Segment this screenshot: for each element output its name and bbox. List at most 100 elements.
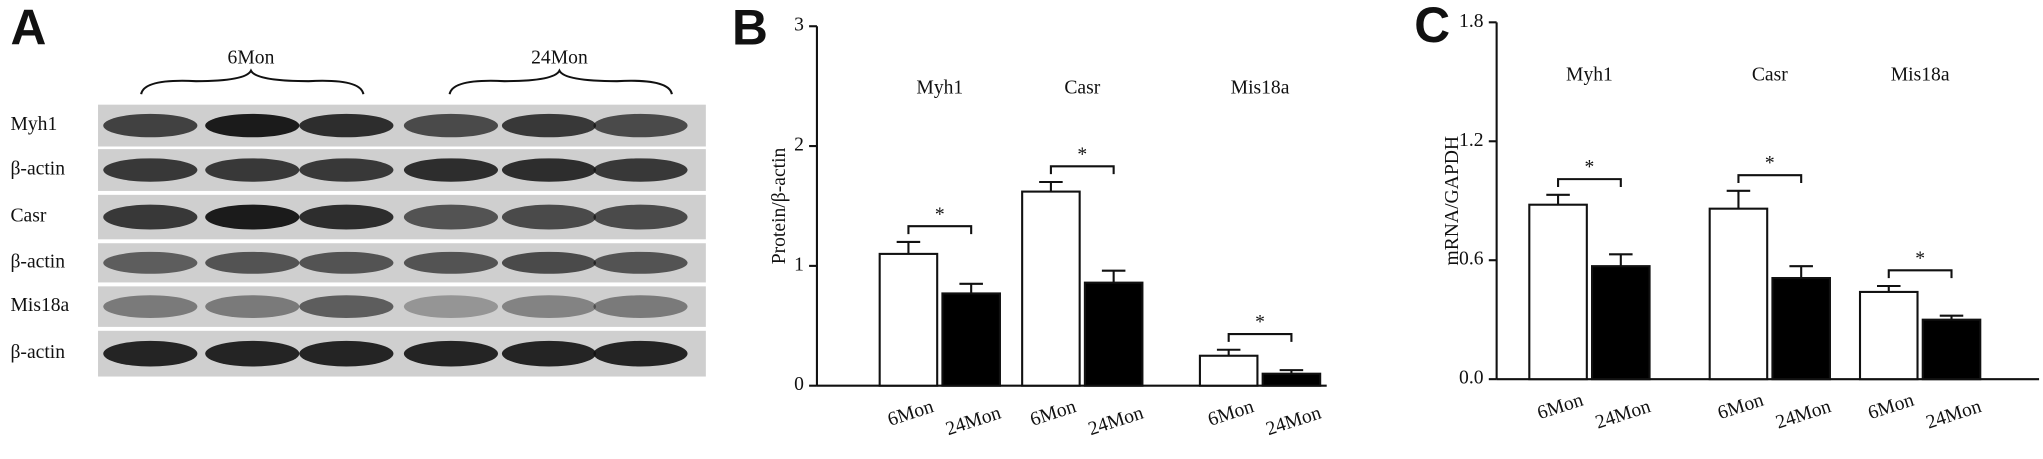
- category-label: Myh1: [1566, 64, 1613, 85]
- category-label: Casr: [1064, 77, 1100, 98]
- x-tick-label: 24Mon: [1086, 403, 1147, 441]
- blot-band: [593, 158, 688, 182]
- blot-band: [501, 158, 597, 182]
- significance-label: *: [1915, 248, 1925, 269]
- row-label: Mis18a: [10, 295, 69, 316]
- brace: [140, 68, 365, 95]
- significance-bracket: [1887, 269, 1953, 279]
- x-tick-label: 24Mon: [1773, 396, 1834, 434]
- bar: [1261, 372, 1322, 387]
- blot-band: [299, 204, 394, 230]
- bar: [1591, 265, 1651, 381]
- blot-band: [593, 340, 688, 367]
- blot-band: [103, 340, 198, 367]
- x-tick-label: 6Mon: [1028, 396, 1079, 431]
- row-label: β-actin: [10, 159, 65, 180]
- significance-label: *: [1077, 144, 1087, 165]
- significance-label: *: [1255, 312, 1265, 333]
- bar: [1083, 281, 1144, 387]
- bar: [1771, 277, 1831, 381]
- blot-band: [205, 340, 300, 367]
- bar: [1858, 290, 1919, 381]
- x-tick-label: 6Mon: [1715, 390, 1766, 425]
- blot-band: [403, 251, 499, 274]
- brace: [448, 68, 673, 95]
- blot-band: [205, 295, 300, 318]
- blot-band: [205, 158, 300, 182]
- y-axis-label: mRNA/GAPDH: [1442, 136, 1463, 266]
- blot-band: [205, 204, 300, 230]
- blot-band: [593, 113, 688, 138]
- blot-band: [103, 204, 198, 230]
- row-label: β-actin: [10, 251, 65, 272]
- significance-label: *: [1765, 153, 1775, 174]
- x-tick-label: 24Mon: [943, 403, 1004, 441]
- blot-band: [501, 295, 597, 318]
- y-tick-label: 1: [794, 254, 804, 275]
- category-label: Mis18a: [1231, 77, 1290, 98]
- bar: [1021, 190, 1081, 387]
- x-tick-label: 24Mon: [1264, 403, 1325, 441]
- panel-label: A: [10, 0, 46, 56]
- blot-band: [403, 158, 499, 182]
- significance-bracket: [907, 225, 973, 235]
- group-label: 6Mon: [228, 47, 275, 68]
- y-tick-label: 0: [794, 374, 804, 395]
- blot-band: [593, 204, 688, 230]
- blot-band: [501, 113, 597, 138]
- bar: [1528, 203, 1588, 381]
- blot-strip: [98, 286, 706, 327]
- y-tick-label: 0.0: [1459, 368, 1484, 389]
- x-tick-label: 6Mon: [1866, 390, 1917, 425]
- blot-band: [299, 251, 394, 274]
- significance-label: *: [935, 204, 945, 225]
- x-tick-label: 6Mon: [1535, 390, 1586, 425]
- blot-band: [403, 113, 499, 138]
- significance-bracket: [1049, 165, 1115, 175]
- panel-label: B: [732, 0, 768, 56]
- significance-bracket: [1227, 333, 1293, 342]
- bar: [1921, 318, 1982, 381]
- blot-band: [205, 251, 300, 274]
- significance-bracket: [1557, 178, 1622, 187]
- y-tick-label: 1.2: [1459, 130, 1484, 151]
- x-tick-label: 24Mon: [1924, 396, 1985, 434]
- x-tick-label: 6Mon: [1205, 396, 1256, 431]
- category-label: Myh1: [916, 77, 963, 98]
- y-tick-label: 0.6: [1459, 249, 1484, 270]
- category-label: Mis18a: [1891, 64, 1950, 85]
- blot-band: [501, 251, 597, 274]
- y-tick-label: 2: [794, 135, 804, 156]
- panel-label: C: [1414, 0, 1450, 53]
- group-label: 24Mon: [531, 47, 588, 68]
- blot-band: [205, 113, 300, 138]
- blot-band: [593, 295, 688, 318]
- blot-band: [299, 295, 394, 318]
- blot-band: [403, 204, 499, 230]
- y-axis-label: Protein/β-actin: [769, 147, 790, 264]
- bar: [878, 252, 939, 387]
- row-label: Myh1: [10, 114, 57, 135]
- blot-band: [103, 251, 198, 274]
- blot-band: [403, 340, 499, 367]
- significance-label: *: [1585, 157, 1595, 178]
- x-tick-label: 6Mon: [885, 396, 936, 431]
- blot-band: [403, 295, 499, 318]
- blot-band: [299, 158, 394, 182]
- category-label: Casr: [1752, 64, 1788, 85]
- blot-band: [103, 158, 198, 182]
- blot-band: [299, 113, 394, 138]
- blot-band: [103, 113, 198, 138]
- y-tick-label: 1.8: [1459, 11, 1484, 32]
- bar: [1708, 207, 1769, 381]
- row-label: Casr: [10, 206, 46, 227]
- blot-band: [501, 204, 597, 230]
- blot-band: [299, 340, 394, 367]
- blot-band: [501, 340, 597, 367]
- y-tick-label: 3: [794, 15, 804, 36]
- bar: [941, 292, 1001, 387]
- significance-bracket: [1737, 174, 1803, 183]
- blot-band: [593, 251, 688, 274]
- x-tick-label: 24Mon: [1593, 396, 1654, 434]
